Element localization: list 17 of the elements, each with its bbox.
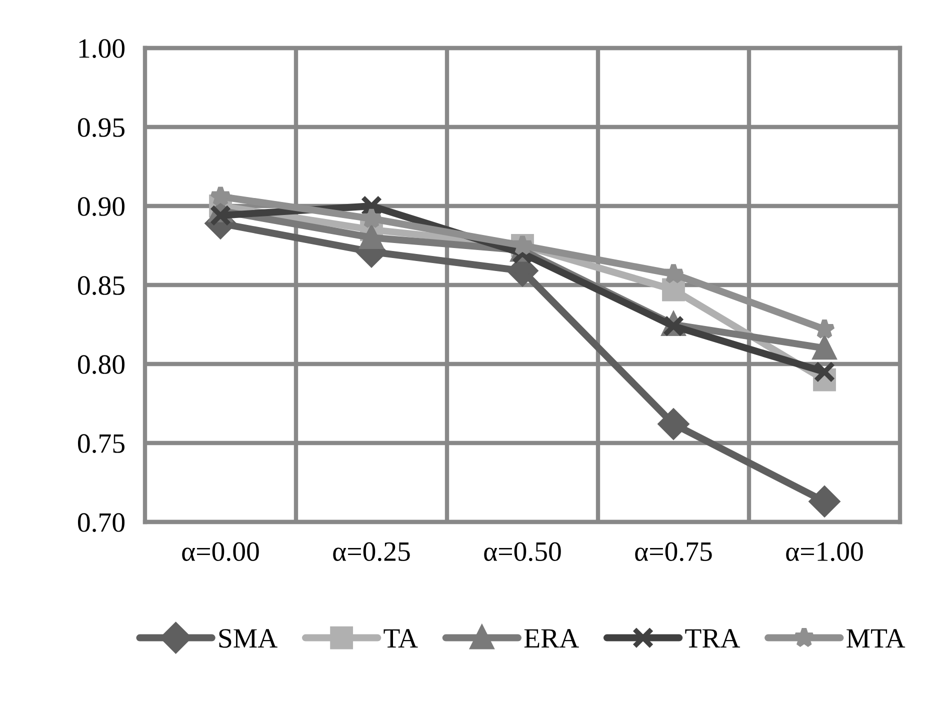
x-tick-label: α=1.00 <box>786 542 863 562</box>
y-tick-label: 0.95 <box>78 118 124 138</box>
y-tick-label: 0.80 <box>78 355 124 374</box>
x-tick-label: α=0.75 <box>635 542 712 562</box>
x-tick-label: α=0.00 <box>182 542 259 562</box>
legend-label: ERA <box>524 629 579 648</box>
x-tick-label: α=0.25 <box>333 542 410 562</box>
legend-label: MTA <box>846 629 906 648</box>
legend-label: TA <box>384 629 418 648</box>
y-tick-label: 0.70 <box>78 513 124 532</box>
legend-label: SMA <box>219 629 278 648</box>
y-tick-label: 1.00 <box>79 39 124 58</box>
y-tick-label: 0.90 <box>78 197 124 216</box>
x-tick-label: α=0.50 <box>484 542 561 562</box>
y-tick-label: 0.85 <box>78 276 124 296</box>
legend-label: TRA <box>685 629 740 648</box>
y-tick-label: 0.75 <box>78 434 124 454</box>
